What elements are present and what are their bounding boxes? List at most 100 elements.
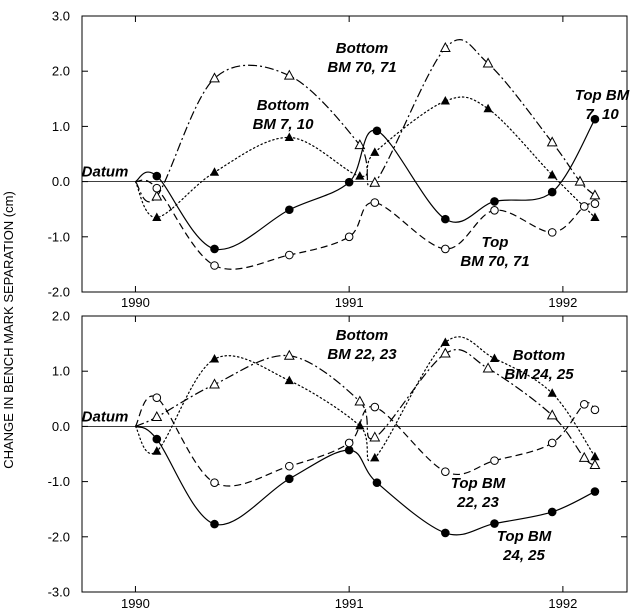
data-point bbox=[355, 171, 365, 180]
series-annotation: Top BM 24, 25 bbox=[497, 528, 552, 564]
series-2 bbox=[135, 425, 600, 538]
annotation-line: Top BM bbox=[451, 475, 506, 492]
data-point bbox=[590, 451, 600, 461]
data-point bbox=[285, 461, 294, 471]
y-tick-label: -2.0 bbox=[48, 285, 70, 300]
data-point bbox=[209, 167, 220, 176]
series-0 bbox=[134, 39, 601, 203]
data-point bbox=[372, 478, 382, 488]
data-point bbox=[354, 139, 366, 150]
annotation-line: Top bbox=[482, 234, 509, 251]
annotation-line: Top BM bbox=[575, 87, 630, 104]
data-point bbox=[490, 519, 499, 528]
data-point bbox=[209, 72, 220, 83]
y-axis-label: CHANGE IN BENCH MARK SEPARATION (cm) bbox=[1, 191, 16, 469]
data-point bbox=[439, 41, 451, 53]
series-3 bbox=[134, 393, 600, 488]
data-point bbox=[589, 458, 601, 470]
data-point bbox=[285, 474, 294, 484]
data-point bbox=[344, 177, 354, 187]
y-tick-label: 1.0 bbox=[52, 119, 70, 134]
x-tick-label: 1991 bbox=[335, 295, 364, 310]
data-point bbox=[440, 337, 450, 346]
annotation-line: BM 22, 23 bbox=[327, 346, 397, 363]
annotation-line: Bottom bbox=[513, 347, 566, 364]
data-point bbox=[152, 212, 162, 221]
data-point bbox=[344, 232, 354, 242]
data-point bbox=[547, 187, 557, 197]
series-annotation: Bottom BM 22, 23 bbox=[327, 327, 397, 363]
data-point bbox=[439, 347, 451, 358]
data-point bbox=[546, 136, 558, 147]
y-tick-label: 3.0 bbox=[52, 9, 70, 24]
annotation-line: 7, 10 bbox=[585, 106, 619, 123]
data-point bbox=[547, 228, 557, 237]
data-point bbox=[547, 169, 557, 179]
data-point bbox=[579, 202, 589, 211]
data-point bbox=[151, 190, 163, 201]
series-0 bbox=[135, 347, 601, 470]
data-point bbox=[370, 402, 380, 412]
series-line bbox=[134, 395, 596, 487]
data-point bbox=[440, 96, 450, 105]
data-point bbox=[285, 205, 294, 215]
x-tick-label: 1992 bbox=[548, 295, 577, 310]
data-point bbox=[151, 410, 163, 422]
data-point bbox=[482, 57, 494, 68]
y-tick-label: -2.0 bbox=[48, 529, 70, 544]
series-line bbox=[134, 336, 596, 462]
y-tick-label: -1.0 bbox=[48, 229, 70, 244]
data-point bbox=[579, 400, 589, 409]
annotation-line: BM 24, 25 bbox=[504, 366, 574, 383]
data-point bbox=[152, 171, 162, 181]
data-point bbox=[369, 431, 381, 442]
annotation-line: BM 7, 10 bbox=[253, 116, 315, 133]
data-point bbox=[369, 176, 381, 187]
data-point bbox=[590, 212, 600, 221]
series-line bbox=[135, 179, 596, 270]
series-annotation: Top BM 70, 71 bbox=[460, 234, 529, 270]
data-point bbox=[283, 69, 295, 80]
y-tick-label: -3.0 bbox=[48, 585, 70, 600]
data-point bbox=[152, 183, 162, 193]
series-annotation: Top BM 7, 10 bbox=[575, 87, 630, 123]
panel-top: -2.0 -1.0 0.0 1.0 2.0 3.0 1990 1991 1992 Bottom BM… bbox=[48, 9, 630, 311]
data-point bbox=[209, 354, 220, 363]
annotation-line: Datum bbox=[82, 408, 129, 425]
data-point bbox=[370, 198, 380, 207]
data-point bbox=[209, 378, 220, 389]
data-point bbox=[490, 197, 499, 206]
data-point bbox=[285, 250, 294, 260]
data-point bbox=[489, 353, 500, 363]
series-annotation: Datum bbox=[82, 164, 129, 181]
data-point bbox=[441, 528, 450, 538]
series-1 bbox=[134, 96, 600, 221]
series-line bbox=[135, 118, 596, 251]
x-tick-label: 1990 bbox=[121, 295, 150, 310]
plot-frame bbox=[81, 315, 628, 593]
series-3 bbox=[135, 179, 600, 270]
data-point bbox=[483, 103, 493, 113]
series-annotation: Bottom BM 24, 25 bbox=[504, 347, 574, 383]
data-point bbox=[210, 478, 219, 488]
data-point bbox=[490, 206, 499, 215]
data-point bbox=[210, 244, 219, 254]
data-point bbox=[547, 507, 557, 517]
y-tick-label: 0.0 bbox=[52, 174, 70, 189]
y-tick-label: 0.0 bbox=[52, 419, 70, 434]
series-line bbox=[134, 96, 596, 219]
data-point bbox=[441, 467, 450, 476]
data-point bbox=[547, 388, 557, 397]
annotation-line: 22, 23 bbox=[456, 494, 499, 511]
annotation-line: Top BM bbox=[497, 528, 552, 545]
annotation-line: 24, 25 bbox=[502, 547, 545, 564]
data-point bbox=[283, 349, 295, 360]
y-tick-label: -1.0 bbox=[48, 474, 70, 489]
series-annotation: Bottom BM 70, 71 bbox=[327, 40, 396, 76]
data-point bbox=[152, 434, 162, 444]
plot-frame bbox=[81, 15, 628, 293]
data-point bbox=[210, 261, 219, 270]
